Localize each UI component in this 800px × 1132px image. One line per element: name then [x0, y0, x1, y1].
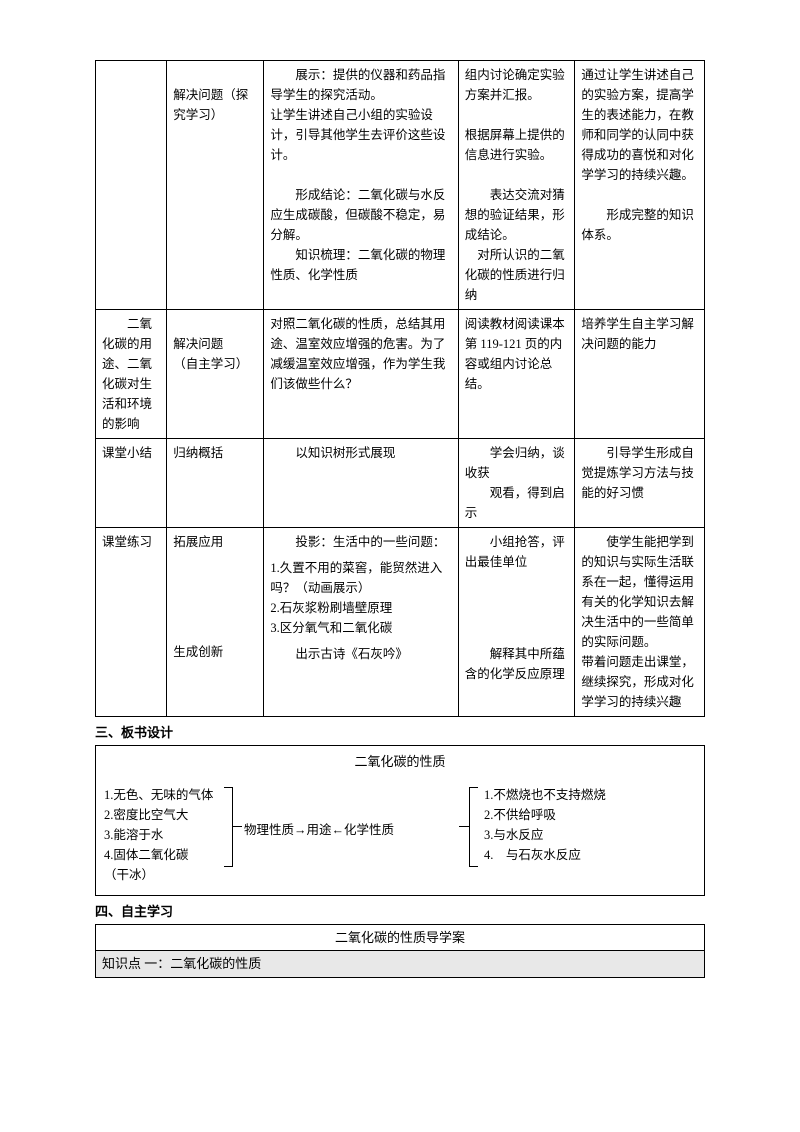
cell-r4c2: 拓展应用 生成创新: [167, 528, 264, 717]
cell-r1c5: 通过让学生讲述自己的实验方案，提高学生的表述能力，在教师和同学的认同中获得成功的…: [575, 61, 705, 310]
right-bracket-stem: [459, 826, 469, 827]
center-link-text: 物理性质→用途←化学性质: [244, 821, 394, 840]
cell-r2c4: 阅读教材阅读课本第 119-121 页的内容或组内讨论总结。: [458, 310, 575, 439]
cell-r1c1: [96, 61, 167, 310]
board-title: 二氧化碳的性质: [104, 752, 696, 772]
table-row: 课堂练习 拓展应用 生成创新 投影：生活中的一些问题： 1.久置不用的菜窖，能贸…: [96, 528, 705, 717]
teaching-plan-table: 解决问题（探究学习） 展示：提供的仪器和药品指导学生的探究活动。 让学生讲述自己…: [95, 60, 705, 717]
self-study-point: 知识点 一：二氧化碳的性质: [96, 951, 704, 977]
cell-r4c3: 投影：生活中的一些问题： 1.久置不用的菜窖，能贸然进入吗？（动画展示） 2.石…: [264, 528, 458, 717]
board-design-box: 二氧化碳的性质 1.无色、无味的气体 2.密度比空气大 3.能溶于水 4.固体二…: [95, 745, 705, 897]
cell-r3c2: 归纳概括: [167, 439, 264, 528]
cell-r4c1: 课堂练习: [96, 528, 167, 717]
cell-r4c4: 小组抢答，评出最佳单位 解释其中所蕴含的化学反应原理: [458, 528, 575, 717]
section3-heading: 三、板书设计: [95, 723, 705, 743]
cell-r1c4: 组内讨论确定实验方案并汇报。 根据屏幕上提供的信息进行实验。 表达交流对猜想的验…: [458, 61, 575, 310]
document-page: 解决问题（探究学习） 展示：提供的仪器和药品指导学生的探究活动。 让学生讲述自己…: [0, 0, 800, 1018]
physical-properties-list: 1.无色、无味的气体 2.密度比空气大 3.能溶于水 4.固体二氧化碳 （干冰）: [104, 785, 213, 885]
right-bracket: [469, 787, 478, 867]
table-row: 二氧化碳的用途、二氧化碳对生活和环境的影响 解决问题 （自主学习） 对照二氧化碳…: [96, 310, 705, 439]
cell-r1c3: 展示：提供的仪器和药品指导学生的探究活动。 让学生讲述自己小组的实验设计，引导其…: [264, 61, 458, 310]
chemical-properties-list: 1.不燃烧也不支持燃烧 2.不供给呼吸 3.与水反应 4. 与石灰水反应: [484, 785, 606, 865]
cell-r2c3: 对照二氧化碳的性质，总结其用途、温室效应增强的危害。为了减缓温室效应增强，作为学…: [264, 310, 458, 439]
left-bracket-stem: [232, 826, 242, 827]
cell-r3c5: 引导学生形成自觉提炼学习方法与技能的好习惯: [575, 439, 705, 528]
left-bracket: [224, 787, 233, 867]
cell-r2c2: 解决问题 （自主学习）: [167, 310, 264, 439]
cell-r4c5: 使学生能把学到的知识与实际生活联系在一起，懂得运用有关的化学知识去解决生活中的一…: [575, 528, 705, 717]
board-content: 1.无色、无味的气体 2.密度比空气大 3.能溶于水 4.固体二氧化碳 （干冰）…: [104, 779, 696, 889]
cell-r2c1: 二氧化碳的用途、二氧化碳对生活和环境的影响: [96, 310, 167, 439]
cell-r2c5: 培养学生自主学习解决问题的能力: [575, 310, 705, 439]
cell-r1c2: 解决问题（探究学习）: [167, 61, 264, 310]
table-row: 课堂小结 归纳概括 以知识树形式展现 学会归纳，谈收获 观看，得到启示 引导学生…: [96, 439, 705, 528]
table-row: 解决问题（探究学习） 展示：提供的仪器和药品指导学生的探究活动。 让学生讲述自己…: [96, 61, 705, 310]
cell-r3c3: 以知识树形式展现: [264, 439, 458, 528]
self-study-box: 二氧化碳的性质导学案 知识点 一：二氧化碳的性质: [95, 924, 705, 978]
section4-heading: 四、自主学习: [95, 902, 705, 922]
cell-r3c1: 课堂小结: [96, 439, 167, 528]
self-study-title: 二氧化碳的性质导学案: [96, 925, 704, 952]
cell-r3c4: 学会归纳，谈收获 观看，得到启示: [458, 439, 575, 528]
